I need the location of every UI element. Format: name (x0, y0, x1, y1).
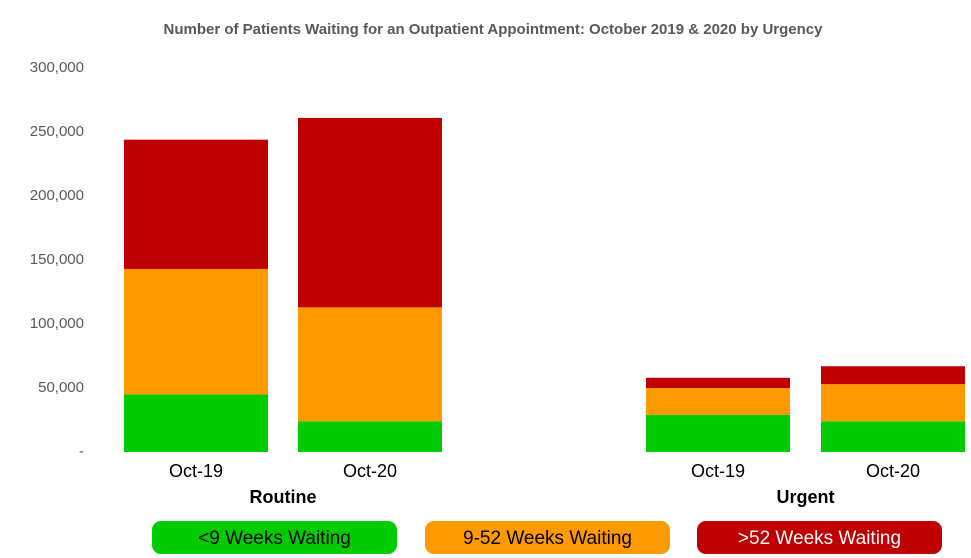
legend-swatch (425, 521, 670, 554)
bar-segment (821, 421, 965, 452)
bar-segment (298, 421, 442, 452)
x-tick-label: Oct-19 (169, 461, 223, 481)
y-tick-label: 200,000 (30, 187, 84, 204)
group-label: Routine (250, 487, 317, 507)
y-tick-label: 250,000 (30, 123, 84, 140)
bar-segment (298, 307, 442, 422)
bar-segment (646, 414, 790, 452)
legend-label: <9 Weeks Waiting (198, 528, 351, 549)
bar-segment (124, 139, 268, 269)
y-tick-label: 150,000 (30, 251, 84, 268)
y-tick-label: 50,000 (38, 379, 84, 396)
bar-segment (124, 394, 268, 452)
group-label: Urgent (777, 487, 835, 507)
bar-segment (646, 388, 790, 415)
x-tick-label: Oct-20 (866, 461, 920, 481)
legend-label: 9-52 Weeks Waiting (463, 528, 632, 549)
x-tick-label: Oct-19 (691, 461, 745, 481)
legend-swatch (152, 521, 397, 554)
x-tick-label: Oct-20 (343, 461, 397, 481)
legend-label: >52 Weeks Waiting (738, 528, 901, 549)
legend-swatch (697, 521, 942, 554)
bar-segment (821, 366, 965, 385)
y-tick-label: - (79, 443, 84, 460)
bar-segment (646, 377, 790, 388)
chart-title: Number of Patients Waiting for an Outpat… (164, 21, 824, 38)
bar-segment (821, 384, 965, 422)
bar-segment (298, 117, 442, 308)
bar-segment (124, 268, 268, 395)
y-tick-label: 300,000 (30, 59, 84, 76)
y-tick-label: 100,000 (30, 315, 84, 332)
